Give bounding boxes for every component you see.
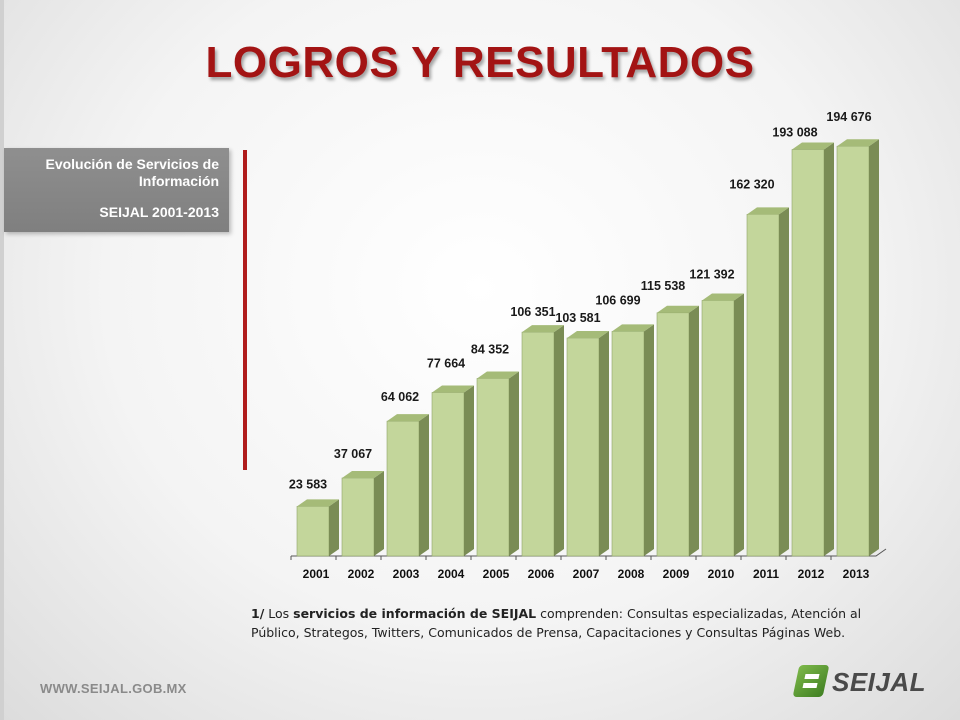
bar-side-2009: [689, 305, 699, 556]
bar-top-2012: [792, 142, 834, 150]
bar-top-2009: [657, 305, 699, 313]
data-label-2002: 37 067: [334, 447, 372, 461]
x-tick-label-2012: 2012: [798, 567, 825, 581]
bar-side-2004: [464, 385, 474, 556]
x-tick-label-2003: 2003: [393, 567, 420, 581]
bar-top-2004: [432, 385, 474, 393]
footnote-lead: Los: [268, 606, 290, 621]
x-tick-label-2009: 2009: [663, 567, 690, 581]
bar-side-2008: [644, 324, 654, 556]
x-tick-label-2004: 2004: [438, 567, 465, 581]
data-label-2010: 121 392: [689, 267, 734, 281]
bar-side-2005: [509, 371, 519, 556]
data-label-2011: 162 320: [729, 177, 774, 191]
bar-top-2002: [342, 470, 384, 478]
data-label-2006: 106 351: [510, 305, 555, 319]
data-label-2008: 106 699: [595, 293, 640, 307]
bar-top-2008: [612, 324, 654, 332]
bar-side-2011: [779, 207, 789, 556]
bar-top-2011: [747, 207, 789, 215]
bar-top-2006: [522, 325, 564, 333]
data-label-2001: 23 583: [289, 477, 327, 491]
x-tick-label-2005: 2005: [483, 567, 510, 581]
x-tick-label-2007: 2007: [573, 567, 600, 581]
x-tick-label-2013: 2013: [843, 567, 870, 581]
bar-2009: [656, 312, 690, 557]
bar-2004: [431, 392, 465, 557]
bar-top-2001: [297, 499, 339, 507]
bar-2012: [791, 149, 825, 557]
data-label-2009: 115 538: [641, 279, 686, 293]
bar-side-2002: [374, 470, 384, 556]
x-tick-label-2006: 2006: [528, 567, 555, 581]
x-tick-label-2002: 2002: [348, 567, 375, 581]
x-tick-label-2010: 2010: [708, 567, 735, 581]
footnote-text: comprenden: Consultas especializadas, At…: [251, 606, 862, 640]
bar-side-2007: [599, 330, 609, 556]
bar-side-2006: [554, 325, 564, 556]
bar-2002: [341, 477, 375, 557]
bar-2013: [836, 145, 870, 557]
footnote-marker: 1/: [251, 606, 265, 621]
x-tick-label-2008: 2008: [618, 567, 645, 581]
bar-top-2010: [702, 293, 744, 301]
logo-icon: [792, 665, 830, 697]
bar-side-2003: [419, 414, 429, 556]
logo-text: SEIJAL: [832, 667, 927, 697]
bar-top-2013: [837, 139, 879, 147]
bar-2005: [476, 378, 510, 557]
x-tick-label-2011: 2011: [753, 567, 779, 581]
info-box-title: Evolución de Servicios de Información: [45, 156, 219, 189]
bar-side-2001: [329, 499, 339, 556]
website-url: WWW.SEIJAL.GOB.MX: [40, 681, 187, 696]
info-box-period: SEIJAL 2001-2013: [99, 204, 219, 220]
data-label-2012: 193 088: [772, 126, 817, 140]
seijal-logo: SEIJAL: [792, 663, 926, 699]
bar-side-2012: [824, 142, 834, 557]
bar-2006: [521, 331, 555, 557]
data-label-2007: 103 581: [555, 311, 600, 325]
bar-side-2010: [734, 293, 744, 556]
bar-2003: [386, 420, 420, 557]
left-edge-border: [0, 0, 4, 720]
accent-divider: [243, 150, 247, 470]
data-label-2003: 64 062: [381, 390, 419, 404]
bar-chart: 2001 2002 2003 2004 2005 2006 2007 2008 2009 2010…: [289, 110, 887, 581]
data-label-2005: 84 352: [471, 342, 509, 356]
bar-top-2003: [387, 414, 429, 422]
bar-side-2013: [869, 139, 879, 556]
bar-2008: [611, 331, 645, 557]
data-label-2004: 77 664: [427, 357, 465, 371]
footnote-bold: servicios de información de SEIJAL: [293, 606, 537, 621]
x-tick-label-2001: 2001: [303, 567, 330, 581]
bar-2010: [701, 300, 735, 557]
bar-top-2005: [477, 371, 519, 379]
bar-2011: [746, 214, 780, 557]
page-title: LOGROS Y RESULTADOS: [205, 38, 755, 87]
bar-2007: [566, 337, 600, 557]
footnote: 1/ Los servicios de información de SEIJA…: [251, 604, 891, 642]
bar-top-2007: [567, 330, 609, 338]
data-label-2013: 194 676: [826, 110, 871, 124]
bar-2001: [296, 506, 330, 557]
chart-info-box: Evolución de Servicios de Información SE…: [4, 148, 229, 232]
